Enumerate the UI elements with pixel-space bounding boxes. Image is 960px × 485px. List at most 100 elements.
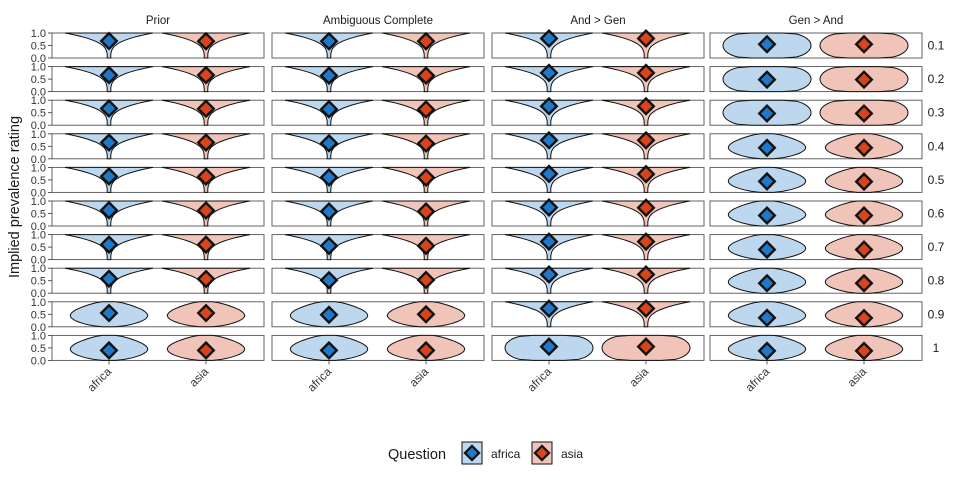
y-tick-label: 0.0 xyxy=(31,322,46,334)
y-tick-label: 0.5 xyxy=(31,242,46,254)
legend-marker-asia xyxy=(533,444,551,462)
y-tick-label: 0.0 xyxy=(31,255,46,267)
mean-marker-africa xyxy=(539,96,559,116)
facet-row-label: 0.1 xyxy=(928,39,945,53)
mean-marker-asia xyxy=(416,31,436,51)
mean-marker-asia xyxy=(854,70,874,90)
mean-marker-asia xyxy=(416,134,436,154)
facet-column-label: Prior xyxy=(146,15,170,27)
mean-marker-africa xyxy=(757,171,777,191)
mean-marker-africa xyxy=(319,270,339,290)
mean-marker-africa xyxy=(319,66,339,86)
y-tick-label: 1.0 xyxy=(31,62,46,74)
mean-marker-asia xyxy=(636,264,656,284)
y-tick-label: 0.0 xyxy=(31,53,46,65)
x-tick-label: africa xyxy=(744,366,773,395)
mean-marker-asia xyxy=(196,31,216,51)
mean-marker-africa xyxy=(757,70,777,90)
mean-marker-asia xyxy=(416,168,436,188)
mean-marker-asia xyxy=(636,29,656,48)
mean-marker-asia xyxy=(636,164,656,184)
mean-marker-asia xyxy=(196,167,216,187)
y-tick-label: 0.5 xyxy=(31,309,46,321)
mean-marker-africa xyxy=(319,305,339,325)
y-tick-label: 1.0 xyxy=(31,330,46,342)
facet-row-label: 0.7 xyxy=(928,240,945,254)
mean-marker-africa xyxy=(319,167,339,187)
x-tick-label: africa xyxy=(526,366,555,395)
facet-row-labels: 0.1 0.2 0.3 0.4 0.5 0.6 0.7 0.8 0.9 1 xyxy=(928,39,945,355)
y-tick-label: 0.5 xyxy=(31,108,46,120)
mean-marker-africa xyxy=(319,202,339,221)
mean-marker-asia xyxy=(196,340,216,360)
y-tick-label: 1.0 xyxy=(31,230,46,242)
mean-marker-africa xyxy=(757,273,777,293)
mean-marker-asia xyxy=(636,337,656,357)
x-axis-ticks: africa asia africa asia africa asia africa asia xyxy=(86,360,870,394)
x-tick-label: africa xyxy=(306,366,335,395)
x-tick-label: asia xyxy=(408,366,432,390)
y-tick-label: 1.0 xyxy=(31,196,46,208)
facet-row-label: 0.4 xyxy=(928,139,945,153)
legend-label-asia: asia xyxy=(561,447,583,461)
mean-marker-africa xyxy=(99,340,119,360)
mean-marker-africa xyxy=(757,341,777,361)
mean-marker-africa xyxy=(757,206,777,225)
facet-column-label: Gen > And xyxy=(789,15,844,27)
y-tick-label: 0.0 xyxy=(31,154,46,166)
facet-row-label: 0.2 xyxy=(928,72,945,86)
mean-marker-africa xyxy=(539,264,559,284)
mean-marker-asia xyxy=(636,299,656,319)
mean-marker-africa xyxy=(757,240,777,260)
mean-marker-africa xyxy=(539,232,559,252)
legend-marker-africa xyxy=(463,444,481,462)
mean-marker-asia xyxy=(196,303,216,323)
x-tick-label: africa xyxy=(86,366,115,395)
mean-marker-africa xyxy=(319,236,339,256)
y-tick-label: 0.0 xyxy=(31,355,46,367)
mean-marker-asia xyxy=(416,236,436,256)
mean-marker-asia xyxy=(636,96,656,116)
mean-marker-asia xyxy=(636,63,656,83)
mean-marker-africa xyxy=(539,130,559,150)
y-tick-label: 0.5 xyxy=(31,343,46,355)
mean-marker-africa xyxy=(757,308,777,328)
mean-marker-africa xyxy=(539,299,559,319)
mean-marker-africa xyxy=(319,133,339,153)
mean-marker-asia xyxy=(416,202,436,221)
y-axis-ticks: 0.00.51.00.00.51.00.00.51.00.00.51.00.00… xyxy=(31,28,52,367)
y-tick-label: 0.0 xyxy=(31,87,46,99)
y-tick-label: 0.5 xyxy=(31,276,46,288)
x-tick-label: asia xyxy=(846,366,870,390)
mean-marker-asia xyxy=(854,341,874,361)
y-tick-label: 1.0 xyxy=(31,129,46,141)
y-tick-label: 0.0 xyxy=(31,288,46,300)
mean-marker-asia xyxy=(854,308,874,328)
mean-marker-africa xyxy=(757,138,777,158)
y-tick-label: 0.0 xyxy=(31,221,46,233)
y-tick-label: 0.5 xyxy=(31,209,46,221)
mean-marker-asia xyxy=(416,66,436,86)
mean-marker-asia xyxy=(854,138,874,158)
mean-marker-asia xyxy=(854,34,874,54)
y-tick-label: 0.0 xyxy=(31,187,46,199)
mean-marker-africa xyxy=(99,235,119,255)
x-tick-label: asia xyxy=(188,366,212,390)
mean-marker-africa xyxy=(99,65,119,85)
y-tick-label: 0.5 xyxy=(31,41,46,53)
mean-marker-asia xyxy=(636,198,656,218)
y-tick-label: 0.5 xyxy=(31,74,46,86)
mean-marker-asia xyxy=(416,99,436,119)
y-tick-label: 1.0 xyxy=(31,263,46,275)
mean-marker-asia xyxy=(196,65,216,85)
facet-row-label: 0.9 xyxy=(928,307,945,321)
facet-row-label: 0.5 xyxy=(928,173,945,187)
y-tick-label: 1.0 xyxy=(31,162,46,174)
y-tick-label: 1.0 xyxy=(31,28,46,40)
mean-marker-africa xyxy=(539,164,559,184)
mean-marker-africa xyxy=(99,200,119,220)
mean-marker-africa xyxy=(539,198,559,217)
mean-marker-africa xyxy=(757,103,777,123)
y-tick-label: 1.0 xyxy=(31,297,46,309)
